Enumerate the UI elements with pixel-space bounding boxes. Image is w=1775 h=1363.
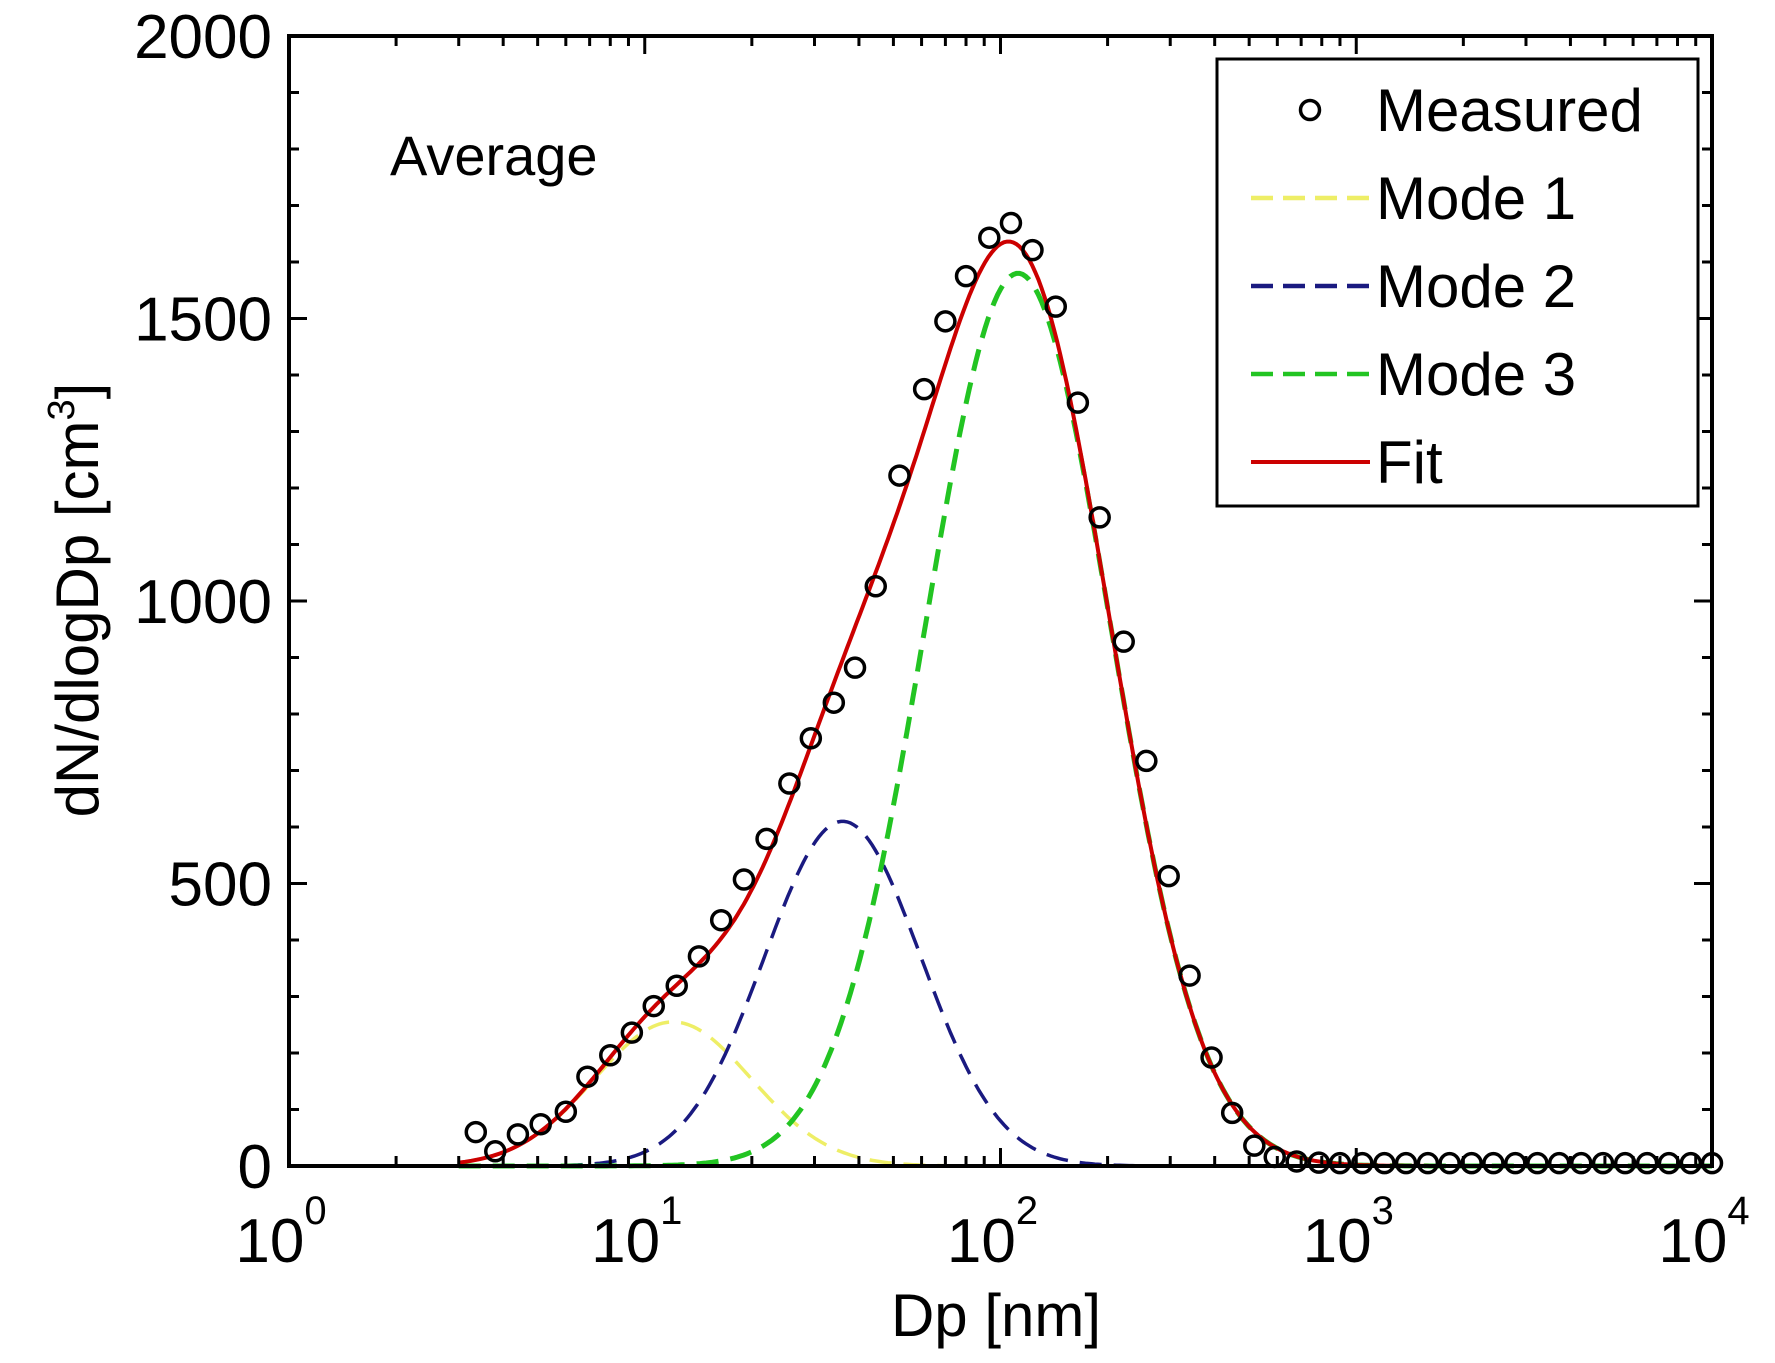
measured-point (1416, 1151, 1440, 1175)
measured-point (665, 974, 688, 998)
measured-point (954, 264, 978, 288)
measured-point (1635, 1151, 1659, 1175)
measured-point (934, 310, 957, 333)
measured-point (1044, 295, 1068, 318)
x-tick-label: 101 (591, 1189, 682, 1276)
measured-point (687, 945, 711, 968)
measured-point (1021, 238, 1044, 262)
measured-point (778, 772, 801, 795)
measured-point (1243, 1134, 1266, 1157)
mode-1-curve (458, 1020, 1712, 1168)
x-axis-label: Dp [nm] (891, 1282, 1101, 1349)
measured-point (978, 226, 1001, 249)
measured-point (1591, 1151, 1615, 1175)
measured-point (464, 1120, 488, 1144)
y-tick-label: 1500 (134, 286, 272, 355)
measured-point (755, 827, 778, 851)
measured-point (888, 464, 911, 487)
measured-point (732, 868, 756, 891)
measured-point (822, 691, 846, 714)
measured-point (484, 1140, 507, 1163)
x-tick-label: 100 (235, 1189, 326, 1276)
measured-point (1679, 1151, 1703, 1175)
measured-point (1657, 1151, 1681, 1175)
measured-point (1178, 964, 1201, 987)
measured-point (1220, 1101, 1244, 1125)
measured-point (1088, 506, 1111, 529)
legend-label-mode2: Mode 2 (1376, 253, 1576, 320)
measured-point (843, 656, 867, 679)
y-tick-label: 2000 (134, 3, 272, 72)
tick-labels: 0 500 1000 1500 2000 100 101 102 103 104 (134, 3, 1750, 1276)
measured-point (1613, 1151, 1637, 1175)
annotation-average: Average (390, 124, 598, 187)
axis-ticks (287, 34, 1712, 1168)
measured-point (999, 211, 1023, 235)
x-tick-label: 102 (947, 1189, 1038, 1276)
y-tick-label: 500 (169, 851, 272, 920)
measured-point (709, 908, 733, 932)
x-tick-label: 103 (1303, 1189, 1394, 1276)
measured-point (1394, 1151, 1418, 1175)
measured-point (1285, 1150, 1308, 1173)
measured-point (642, 994, 666, 1018)
measured-point (1460, 1151, 1483, 1175)
measured-points (464, 211, 1724, 1175)
measured-point (1373, 1151, 1396, 1175)
measured-point (620, 1021, 644, 1044)
legend-label-fit: Fit (1376, 429, 1443, 496)
measured-point (576, 1065, 599, 1088)
measured-point (1112, 630, 1135, 653)
measured-point (799, 727, 823, 750)
legend-label-mode1: Mode 1 (1376, 165, 1576, 232)
mode-2-curve (458, 819, 1712, 1168)
y-tick-label: 1000 (134, 568, 272, 637)
legend-marker-measured (1298, 98, 1322, 122)
measured-point (1482, 1151, 1505, 1175)
y-axis-label: dN/dlogDp [cm3] (41, 383, 111, 818)
measured-point (1157, 864, 1180, 888)
y-tick-label: 0 (238, 1133, 272, 1202)
x-tick-label: 104 (1658, 1189, 1749, 1276)
legend-label-mode3: Mode 3 (1376, 341, 1576, 408)
legend-box (1215, 57, 1700, 508)
measured-point (1263, 1145, 1286, 1169)
legend: Measured Mode 1 Mode 2 Mode 3 Fit (1215, 57, 1700, 508)
measured-point (554, 1100, 578, 1124)
measured-point (1569, 1151, 1593, 1175)
measured-point (1135, 749, 1158, 773)
measured-point (1351, 1151, 1374, 1175)
measured-point (1066, 391, 1090, 414)
measured-point (1307, 1151, 1331, 1174)
measured-point (599, 1044, 622, 1067)
measured-point (1547, 1151, 1571, 1175)
measured-point (1438, 1151, 1461, 1175)
measured-point (1328, 1151, 1352, 1175)
measured-point (1200, 1046, 1223, 1069)
legend-label-measured: Measured (1376, 77, 1643, 144)
measured-point (1504, 1151, 1527, 1175)
measured-point (529, 1112, 552, 1136)
measured-point (1526, 1151, 1549, 1175)
measured-point (864, 575, 888, 598)
measured-point (912, 377, 936, 401)
measured-point (506, 1123, 530, 1146)
